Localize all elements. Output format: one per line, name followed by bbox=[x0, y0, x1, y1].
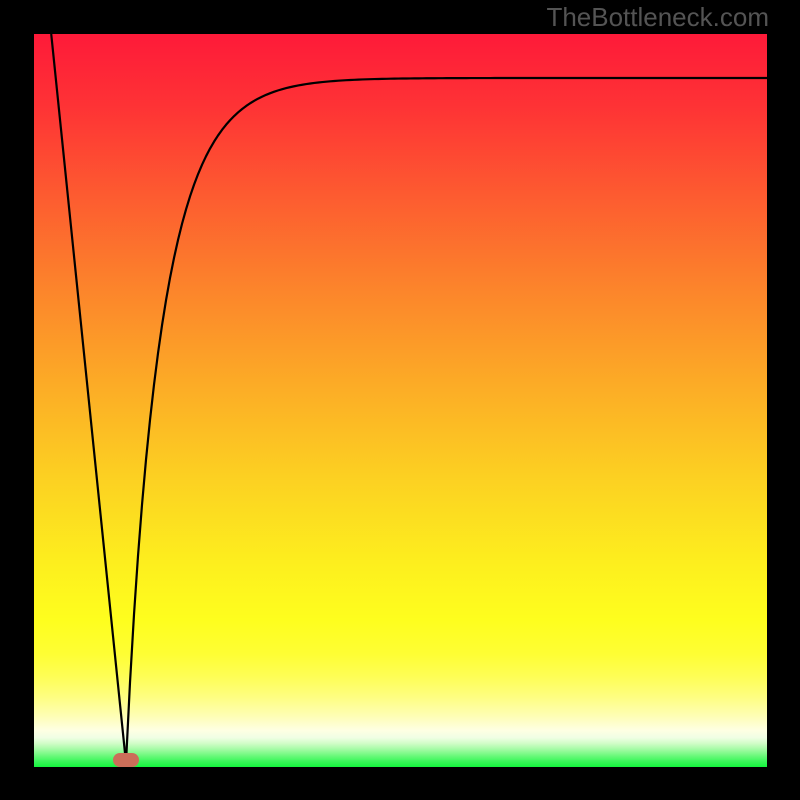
plot-area bbox=[34, 34, 767, 767]
watermark-text: TheBottleneck.com bbox=[546, 2, 769, 33]
chart-stage: TheBottleneck.com bbox=[0, 0, 800, 800]
curve-right-branch bbox=[126, 78, 767, 763]
curve-left-branch bbox=[51, 34, 126, 763]
dip-marker bbox=[113, 753, 139, 767]
curves-layer bbox=[34, 34, 767, 767]
